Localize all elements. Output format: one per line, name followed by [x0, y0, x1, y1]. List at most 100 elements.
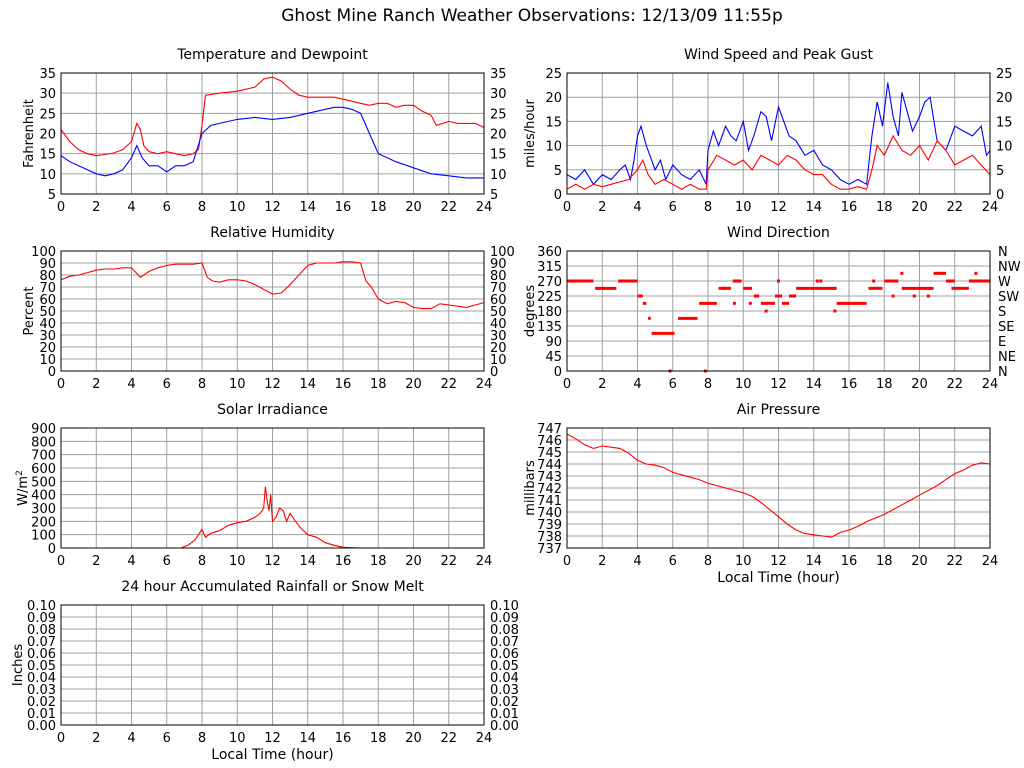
x-tick-label: 24 — [982, 554, 999, 569]
direction-point — [819, 279, 823, 283]
x-tick-label: 14 — [805, 554, 822, 569]
y-tick-label: 737 — [537, 542, 562, 557]
y-tick-label-right: 35 — [490, 67, 507, 82]
x-tick-label: 12 — [770, 377, 787, 392]
y-tick-label-right: 90 — [490, 257, 507, 272]
y-tick-label: 270 — [537, 275, 562, 290]
chart-title: Temperature and Dewpoint — [176, 47, 368, 63]
y-tick-label: 10 — [39, 353, 56, 368]
chart-title: 24 hour Accumulated Rainfall or Snow Mel… — [121, 579, 424, 595]
y-tick-label-right: 0.08 — [490, 623, 519, 638]
x-axis-label: Local Time (hour) — [717, 570, 839, 586]
y-tick-label: 90 — [39, 257, 56, 272]
x-tick-label: 14 — [805, 377, 822, 392]
x-tick-label: 10 — [735, 554, 752, 569]
y-tick-label: 5 — [48, 188, 56, 203]
x-tick-label: 20 — [405, 731, 422, 746]
y-tick-label-right: 100 — [490, 245, 515, 260]
y-tick-label-right: 30 — [490, 329, 507, 344]
x-tick-label: 6 — [163, 200, 171, 215]
y-tick-label-right: 0.06 — [490, 647, 519, 662]
chart-title: Wind Speed and Peak Gust — [684, 47, 873, 63]
direction-point — [748, 301, 752, 305]
x-tick-label: 8 — [704, 377, 712, 392]
y-tick-label: 60 — [39, 293, 56, 308]
y-tick-label: 0.08 — [27, 623, 56, 638]
y-tick-label-right: 10 — [996, 140, 1013, 155]
y-tick-label-right: 15 — [490, 148, 507, 163]
x-tick-label: 16 — [841, 200, 858, 215]
plot-frame — [566, 72, 991, 195]
y-tick-label-right: S — [998, 305, 1006, 320]
x-tick-label: 0 — [563, 200, 571, 215]
y-tick-label: 745 — [537, 446, 562, 461]
y-tick-label-right: N — [998, 245, 1008, 260]
x-tick-label: 20 — [911, 377, 928, 392]
x-tick-label: 6 — [669, 554, 677, 569]
y-tick-label: 360 — [537, 245, 562, 260]
x-tick-label: 4 — [633, 200, 641, 215]
x-tick-label: 20 — [405, 554, 422, 569]
series-line-red — [61, 486, 484, 549]
y-tick-label: 500 — [31, 475, 56, 490]
y-tick-label: 180 — [537, 305, 562, 320]
x-tick-label: 0 — [57, 377, 65, 392]
x-tick-label: 24 — [476, 731, 493, 746]
y-tick-label-right: NE — [998, 350, 1016, 365]
y-tick-label-right: E — [998, 335, 1006, 350]
x-tick-label: 6 — [163, 554, 171, 569]
x-tick-label: 12 — [264, 731, 281, 746]
x-tick-label: 6 — [163, 377, 171, 392]
y-tick-label: 0 — [554, 365, 562, 380]
x-tick-label: 8 — [198, 554, 206, 569]
x-tick-label: 2 — [92, 731, 100, 746]
x-tick-label: 4 — [127, 200, 135, 215]
x-tick-label: 12 — [264, 200, 281, 215]
x-tick-label: 24 — [476, 554, 493, 569]
x-tick-label: 12 — [264, 554, 281, 569]
y-tick-label: 200 — [31, 515, 56, 530]
chart-rain: 24 hour Accumulated Rainfall or Snow Mel… — [11, 579, 519, 763]
x-tick-label: 12 — [770, 554, 787, 569]
series-line-red — [566, 433, 991, 538]
chart-title: Relative Humidity — [210, 225, 334, 241]
y-tick-label-right: SE — [998, 320, 1014, 335]
x-tick-label: 12 — [770, 200, 787, 215]
y-tick-label: 15 — [545, 115, 562, 130]
x-tick-label: 0 — [563, 377, 571, 392]
x-tick-label: 0 — [57, 554, 65, 569]
x-tick-label: 10 — [229, 554, 246, 569]
x-tick-label: 22 — [440, 200, 457, 215]
y-tick-label: 400 — [31, 489, 56, 504]
direction-point — [891, 294, 895, 298]
series-line-red — [566, 134, 991, 190]
y-tick-label-right: 40 — [490, 317, 507, 332]
y-tick-label: 738 — [537, 530, 562, 545]
y-tick-label-right: 10 — [490, 353, 507, 368]
direction-point — [951, 286, 955, 290]
x-tick-label: 22 — [946, 554, 963, 569]
x-tick-label: 22 — [440, 554, 457, 569]
x-tick-label: 8 — [198, 731, 206, 746]
y-axis-label: Percent — [22, 287, 37, 336]
y-tick-label: 45 — [545, 350, 562, 365]
x-tick-label: 18 — [370, 200, 387, 215]
x-tick-label: 4 — [633, 377, 641, 392]
y-tick-label: 739 — [537, 518, 562, 533]
x-tick-label: 6 — [669, 377, 677, 392]
x-tick-label: 18 — [876, 200, 893, 215]
direction-point — [722, 286, 726, 290]
x-tick-label: 14 — [299, 731, 316, 746]
series-line-red — [60, 76, 485, 157]
direction-point — [815, 279, 819, 283]
y-tick-label: 0.05 — [27, 659, 56, 674]
x-tick-label: 18 — [370, 554, 387, 569]
y-tick-label: 20 — [545, 91, 562, 106]
x-tick-label: 8 — [704, 554, 712, 569]
y-tick-label: 100 — [31, 245, 56, 260]
y-tick-label: 747 — [537, 422, 562, 437]
y-tick-label: 740 — [537, 506, 562, 521]
